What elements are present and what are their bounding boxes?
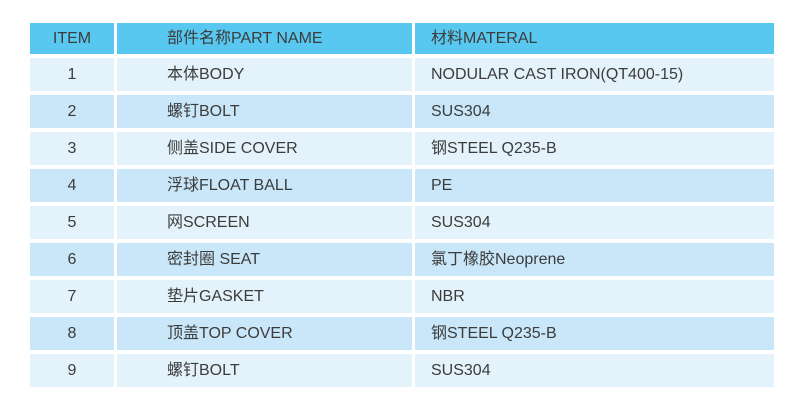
part-name-cell: 浮球FLOAT BALL bbox=[117, 169, 412, 202]
item-cell: 2 bbox=[30, 95, 114, 128]
column-header-item: ITEM bbox=[30, 23, 114, 54]
column-header-part-name: 部件名称PART NAME bbox=[117, 23, 412, 54]
material-cell: SUS304 bbox=[415, 354, 774, 387]
item-cell: 7 bbox=[30, 280, 114, 313]
material-cell: NBR bbox=[415, 280, 774, 313]
material-cell: 钢STEEL Q235-B bbox=[415, 132, 774, 165]
part-name-cell: 侧盖SIDE COVER bbox=[117, 132, 412, 165]
item-cell: 8 bbox=[30, 317, 114, 350]
parts-table-grid: ITEM 部件名称PART NAME 材料MATERAL 1 本体BODY NO… bbox=[30, 23, 774, 387]
part-name-cell: 螺钉BOLT bbox=[117, 354, 412, 387]
column-header-material: 材料MATERAL bbox=[415, 23, 774, 54]
item-cell: 6 bbox=[30, 243, 114, 276]
material-cell: SUS304 bbox=[415, 206, 774, 239]
item-cell: 1 bbox=[30, 58, 114, 91]
item-cell: 4 bbox=[30, 169, 114, 202]
item-cell: 9 bbox=[30, 354, 114, 387]
part-name-cell: 垫片GASKET bbox=[117, 280, 412, 313]
part-name-cell: 本体BODY bbox=[117, 58, 412, 91]
item-cell: 5 bbox=[30, 206, 114, 239]
material-cell: 氯丁橡胶Neoprene bbox=[415, 243, 774, 276]
material-cell: 钢STEEL Q235-B bbox=[415, 317, 774, 350]
part-name-cell: 密封圈 SEAT bbox=[117, 243, 412, 276]
part-name-cell: 螺钉BOLT bbox=[117, 95, 412, 128]
item-cell: 3 bbox=[30, 132, 114, 165]
material-cell: SUS304 bbox=[415, 95, 774, 128]
part-name-cell: 网SCREEN bbox=[117, 206, 412, 239]
material-cell: PE bbox=[415, 169, 774, 202]
parts-table: ITEM 部件名称PART NAME 材料MATERAL 1 本体BODY NO… bbox=[30, 23, 774, 387]
part-name-cell: 顶盖TOP COVER bbox=[117, 317, 412, 350]
material-cell: NODULAR CAST IRON(QT400-15) bbox=[415, 58, 774, 91]
